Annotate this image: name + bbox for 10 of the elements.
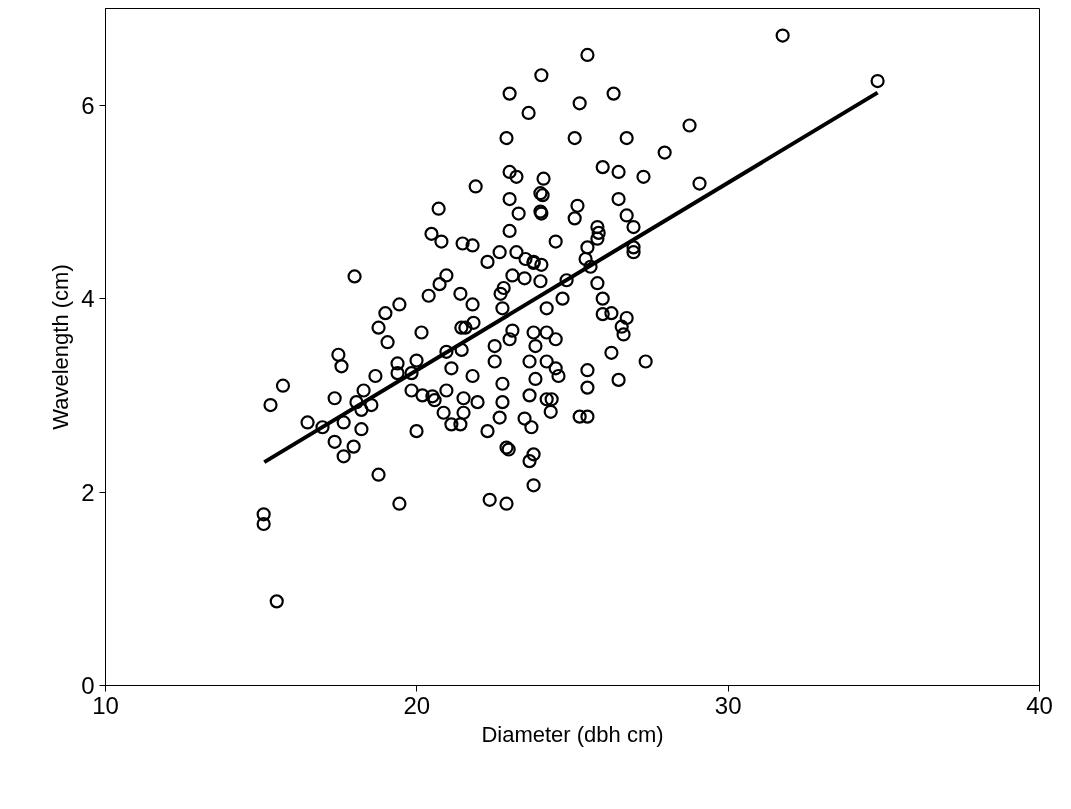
y-tick-label: 0 (81, 672, 95, 699)
y-tick-label: 4 (81, 285, 95, 313)
x-tick-label: 40 (1026, 691, 1053, 719)
y-tick-label: 6 (81, 91, 95, 119)
x-tick-label: 20 (403, 691, 431, 719)
y-tick-label: 2 (81, 478, 95, 506)
x-tick-label: 10 (92, 691, 119, 719)
x-axis-title: Diameter (dbh cm) (481, 721, 664, 747)
y-axis-title: Wavelength (cm) (48, 264, 74, 430)
x-tick-label: 30 (714, 691, 742, 719)
